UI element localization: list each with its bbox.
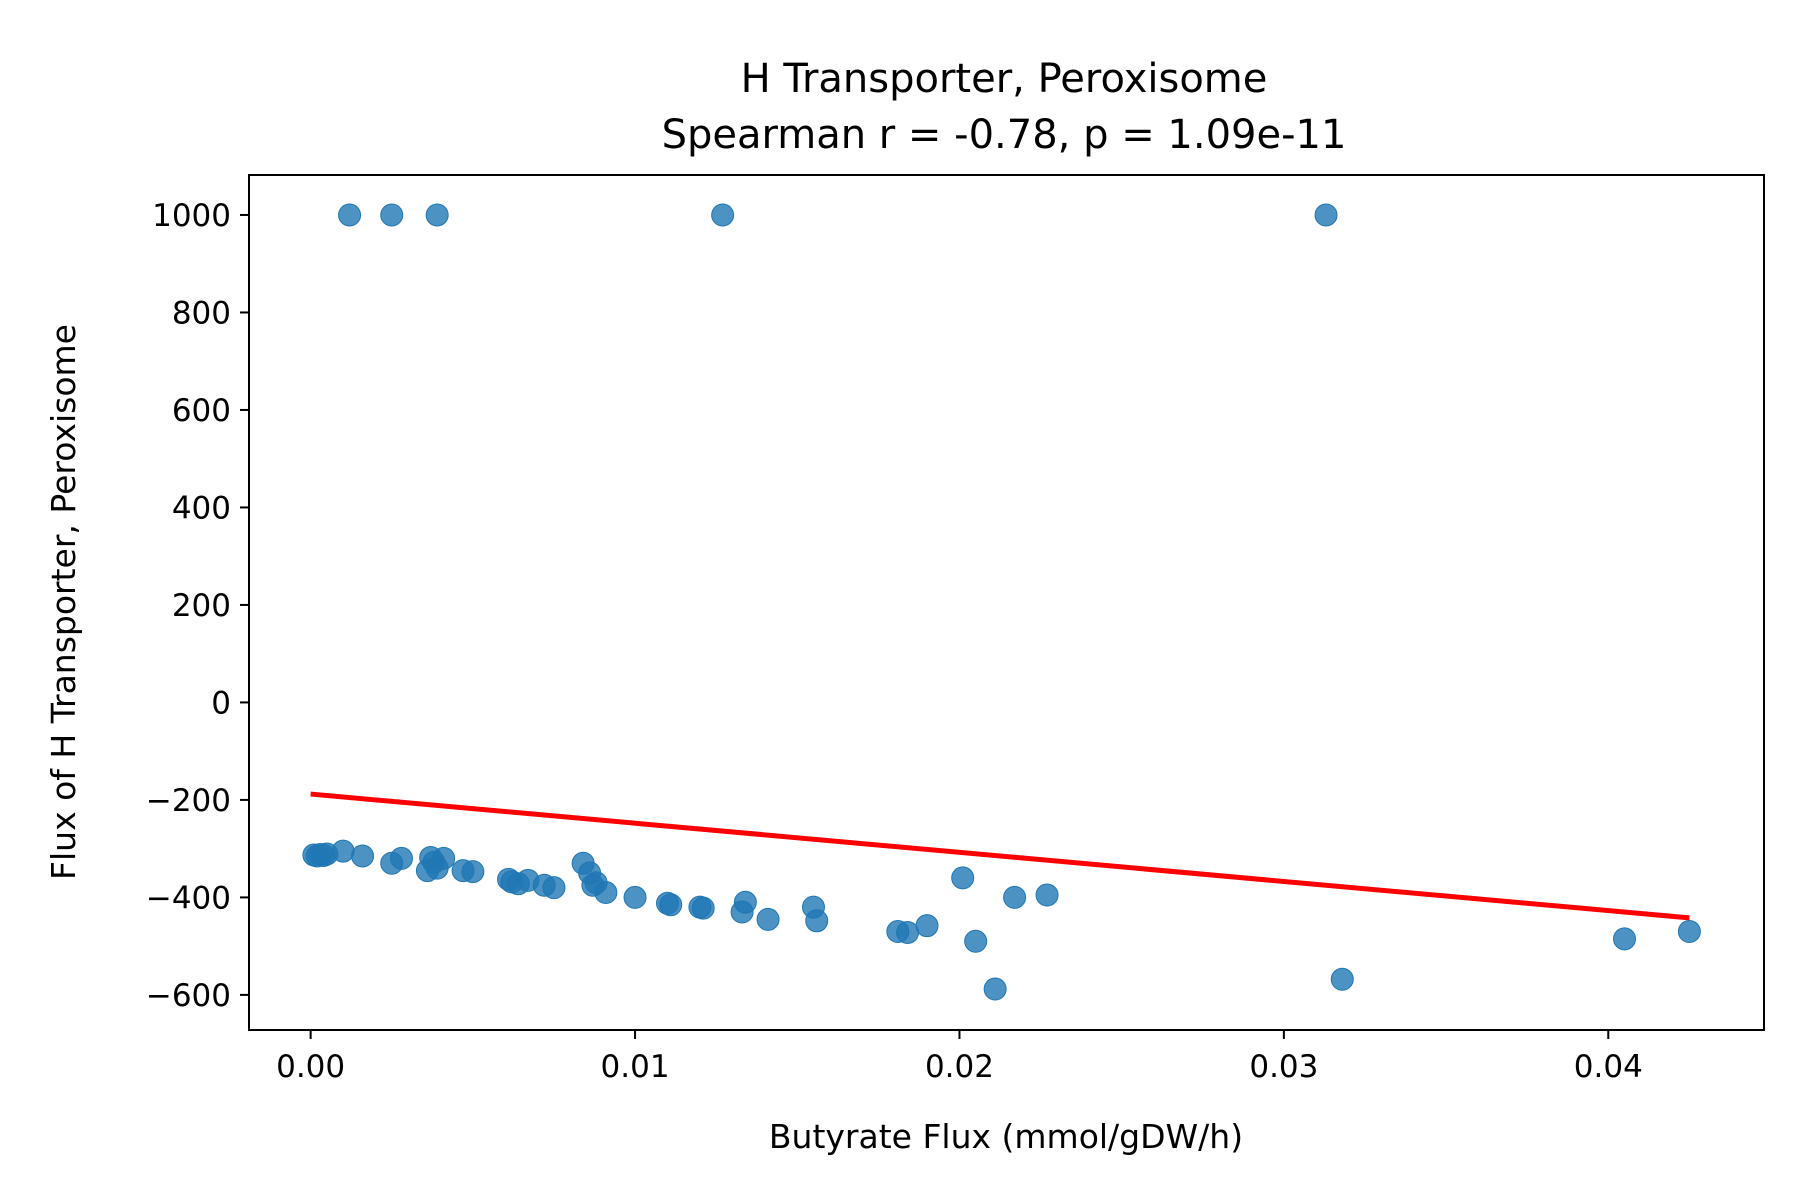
- y-tick-label: 800: [172, 295, 231, 331]
- data-point: [691, 896, 715, 920]
- data-point: [711, 203, 735, 227]
- y-tick-label: −600: [146, 978, 231, 1014]
- data-point: [896, 921, 920, 945]
- data-point: [1035, 883, 1059, 907]
- data-point: [805, 909, 829, 933]
- data-point: [380, 203, 404, 227]
- y-tick-label: −200: [146, 783, 231, 819]
- y-tick-label: 1000: [152, 198, 231, 234]
- y-tick-label: 0: [211, 685, 231, 721]
- plot-marks: [302, 203, 1701, 1001]
- x-tick-label: 0.01: [601, 1049, 670, 1085]
- x-tick-label: 0.00: [276, 1049, 345, 1085]
- data-point: [594, 881, 618, 905]
- x-tick-label: 0.04: [1574, 1049, 1643, 1085]
- data-point: [1314, 203, 1338, 227]
- y-tick-label: −400: [146, 880, 231, 916]
- data-point: [542, 876, 566, 900]
- x-tick-label: 0.02: [925, 1049, 994, 1085]
- data-point: [756, 907, 780, 931]
- chart-subtitle: Spearman r = -0.78, p = 1.09e-11: [662, 112, 1347, 158]
- regression-line: [310, 791, 1690, 921]
- y-tick-label: 600: [172, 393, 231, 429]
- y-tick-label: 200: [172, 588, 231, 624]
- plot-frame: [248, 174, 1765, 1031]
- data-point: [1677, 920, 1701, 944]
- data-point: [659, 893, 683, 917]
- y-axis-ticks: 1000 800 600 400 200 0 −200 −400 −600: [146, 198, 249, 1014]
- x-tick-label: 0.03: [1249, 1049, 1318, 1085]
- data-point: [1330, 967, 1354, 991]
- data-point: [461, 860, 485, 884]
- data-point: [351, 844, 375, 868]
- data-point: [389, 846, 413, 870]
- data-point: [951, 866, 975, 890]
- data-point: [1003, 885, 1027, 909]
- data-point: [983, 977, 1007, 1001]
- data-point: [964, 929, 988, 953]
- chart-title: H Transporter, Peroxisome: [741, 56, 1268, 102]
- y-axis-label: Flux of H Transporter, Peroxisome: [44, 324, 83, 880]
- data-point: [1613, 927, 1637, 951]
- data-point: [338, 203, 362, 227]
- x-axis-label: Butyrate Flux (mmol/gDW/h): [769, 1117, 1243, 1156]
- x-axis-ticks: 0.00 0.01 0.02 0.03 0.04: [276, 1030, 1643, 1085]
- data-point: [733, 890, 757, 914]
- data-point: [331, 839, 355, 863]
- data-point: [915, 914, 939, 938]
- data-point: [432, 846, 456, 870]
- data-point: [623, 885, 647, 909]
- y-tick-label: 400: [172, 490, 231, 526]
- data-point: [425, 203, 449, 227]
